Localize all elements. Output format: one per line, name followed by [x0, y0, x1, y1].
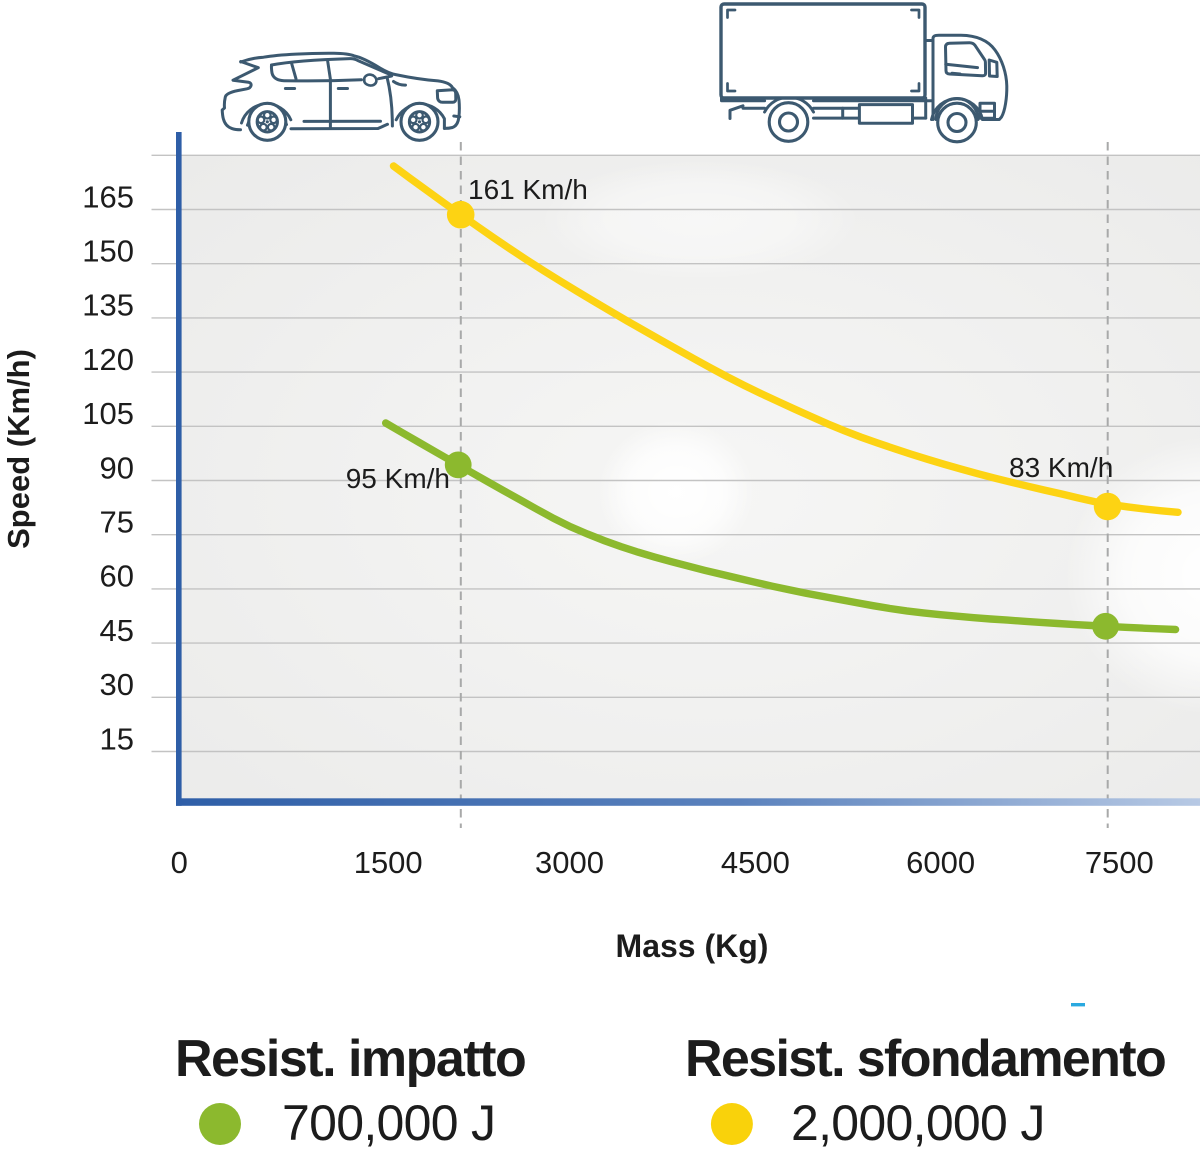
svg-text:161 Km/h: 161 Km/h	[468, 174, 588, 205]
svg-text:Resist. impatto: Resist. impatto	[175, 1030, 525, 1088]
svg-text:Mass (Kg): Mass (Kg)	[616, 928, 769, 964]
svg-text:60: 60	[100, 559, 134, 594]
svg-text:83 Km/h: 83 Km/h	[1009, 452, 1113, 483]
svg-text:95 Km/h: 95 Km/h	[346, 463, 450, 494]
svg-text:4500: 4500	[721, 845, 790, 880]
svg-text:150: 150	[82, 234, 134, 269]
svg-text:120: 120	[82, 342, 134, 377]
svg-text:135: 135	[82, 288, 134, 323]
svg-text:90: 90	[100, 450, 134, 485]
svg-text:0: 0	[171, 845, 188, 880]
svg-text:1500: 1500	[354, 845, 423, 880]
svg-text:Speed (Km/h): Speed (Km/h)	[1, 349, 36, 549]
svg-text:700,000 J: 700,000 J	[282, 1095, 495, 1151]
svg-text:3000: 3000	[535, 845, 604, 880]
svg-text:7500: 7500	[1085, 845, 1154, 880]
svg-text:6000: 6000	[906, 845, 975, 880]
svg-text:30: 30	[100, 667, 134, 702]
svg-text:15: 15	[100, 721, 134, 756]
svg-text:45: 45	[100, 613, 134, 648]
svg-text:Resist. sfondamento: Resist. sfondamento	[685, 1030, 1165, 1088]
svg-text:2,000,000 J: 2,000,000 J	[791, 1095, 1045, 1151]
svg-text:105: 105	[82, 396, 134, 431]
svg-text:75: 75	[100, 505, 134, 540]
svg-text:165: 165	[82, 179, 134, 214]
